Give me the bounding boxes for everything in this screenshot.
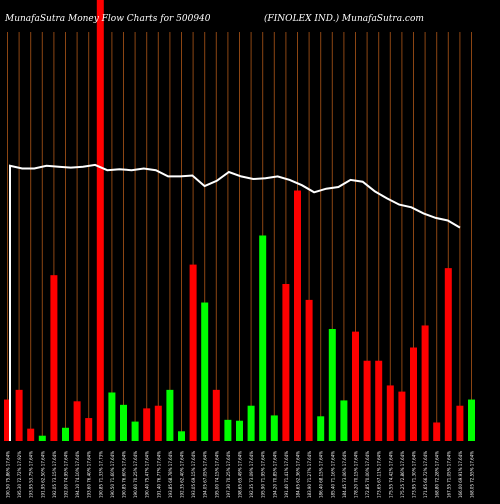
bar-7	[85, 418, 93, 441]
x-tick-label-26: 183.90 71.27% 17.64%	[307, 451, 312, 498]
bar-19	[224, 419, 232, 441]
x-tick-label-28: 185.40 71.16% 17.64%	[330, 451, 335, 498]
x-tick-label-19: 197.30 70.25% 17.64%	[226, 451, 231, 498]
x-tick-label-20: 198.65 65.49% 17.64%	[238, 451, 243, 498]
bar-13	[154, 405, 162, 441]
x-tick-label-18: 195.00 74.15% 17.64%	[214, 451, 219, 498]
x-tick-label-9: 190.50 71.60% 17.64%	[110, 451, 115, 498]
bar-5	[62, 427, 69, 441]
bar-28	[328, 328, 336, 441]
x-tick-label-11: 190.60 70.25% 17.64%	[133, 451, 138, 498]
x-tick-label-40: 168.05 72.55% 17.64%	[470, 451, 475, 498]
x-tick-label-1: 195.30 72.72% 17.92%	[17, 451, 22, 498]
bar-21	[247, 405, 255, 441]
x-tick-label-27: 186.40 68.15% 17.64%	[319, 451, 324, 498]
x-tick-label-15: 192.35 62.40% 17.64%	[180, 451, 185, 498]
x-tick-label-12: 190.40 75.47% 17.64%	[145, 451, 150, 498]
x-tick-label-36: 171.65 66.72% 17.64%	[423, 451, 428, 498]
x-tick-label-37: 168.80 72.28% 17.64%	[435, 451, 440, 498]
bar-8	[96, 0, 104, 441]
x-tick-label-14: 193.85 68.78% 17.64%	[168, 451, 173, 498]
chart-subtitle: (FINOLEX IND.) MunafaSutra.com	[264, 14, 424, 24]
x-tick-label-2: 193.95 53.75% 17.64%	[29, 451, 34, 498]
x-tick-label-23: 194.20 70.85% 17.64%	[272, 451, 277, 498]
x-tick-label-22: 195.90 71.95% 17.64%	[261, 451, 266, 498]
bar-9	[108, 392, 116, 441]
bar-35	[410, 347, 417, 441]
x-tick-label-24: 191.40 71.41% 17.64%	[284, 451, 289, 498]
x-tick-label-38: 167.55 71.05% 17.64%	[446, 451, 451, 498]
x-tick-label-31: 172.85 70.00% 17.64%	[365, 451, 370, 498]
bar-26	[305, 299, 313, 441]
bar-23	[270, 415, 278, 441]
bar-32	[375, 360, 383, 441]
bar-37	[433, 422, 441, 441]
bar-12	[143, 408, 151, 441]
chart-title: MunafaSutra Money Flow Charts for 500940	[5, 14, 211, 24]
x-tick-label-34: 175.25 72.86% 17.64%	[400, 451, 405, 498]
x-tick-label-6: 194.10 74.10% 17.64%	[75, 451, 80, 498]
x-tick-label-5: 192.00 74.95% 17.64%	[64, 451, 69, 498]
bar-33	[386, 385, 394, 441]
x-tick-label-29: 184.45 73.06% 17.64%	[342, 451, 347, 498]
bar-0	[4, 399, 11, 441]
bar-16	[189, 264, 197, 441]
bar-3	[38, 435, 46, 441]
x-tick-label-30: 178.20 70.15% 17.64%	[354, 451, 359, 498]
bar-27	[317, 416, 325, 441]
x-tick-label-10: 190.85 76.60% 17.64%	[122, 451, 127, 498]
x-tick-label-32: 173.65 67.11% 17.64%	[377, 451, 382, 498]
bar-10	[120, 404, 127, 441]
x-tick-label-35: 173.95 71.30% 17.64%	[412, 451, 417, 498]
bar-18	[212, 389, 220, 441]
bar-38	[444, 268, 452, 441]
bar-11	[131, 421, 139, 441]
bar-25	[294, 190, 301, 441]
bar-17	[201, 302, 209, 441]
bar-29	[340, 400, 348, 441]
x-tick-label-8: 190.85 71.33% 17.73%	[98, 451, 103, 498]
x-tick-label-33: 175.55 74.42% 17.64%	[388, 451, 393, 498]
x-tick-label-0: 190.50 75.86% 17.64%	[6, 451, 11, 498]
price-line	[9, 163, 461, 441]
x-tick-label-7: 193.60 76.40% 17.64%	[87, 451, 92, 498]
bar-22	[259, 235, 267, 441]
bar-36	[421, 325, 429, 441]
x-tick-label-25: 184.65 62.36% 17.64%	[296, 451, 301, 498]
bar-24	[282, 284, 290, 441]
x-tick-label-13: 191.40 76.77% 17.64%	[156, 451, 161, 498]
x-tick-label-39: 166.00 69.91% 17.64%	[458, 451, 463, 498]
bar-4	[50, 275, 58, 441]
x-tick-label-17: 194.05 67.05% 17.64%	[203, 451, 208, 498]
bar-20	[236, 420, 243, 441]
bar-40	[468, 399, 475, 441]
bar-15	[178, 431, 185, 441]
bar-34	[398, 391, 406, 441]
x-tick-label-4: 192.05 73.15% 17.64%	[52, 451, 57, 498]
bar-39	[456, 405, 464, 441]
x-tick-label-16: 193.05 69.15% 17.64%	[191, 451, 196, 498]
x-tick-label-3: 191.95 62.50% 17.64%	[40, 451, 45, 498]
bar-31	[363, 360, 371, 441]
x-tick-label-21: 192.35 73.09% 17.64%	[249, 451, 254, 498]
bar-30	[352, 331, 359, 441]
bar-1	[15, 389, 23, 441]
bar-6	[73, 401, 81, 441]
bar-2	[27, 428, 35, 441]
bar-14	[166, 389, 174, 441]
